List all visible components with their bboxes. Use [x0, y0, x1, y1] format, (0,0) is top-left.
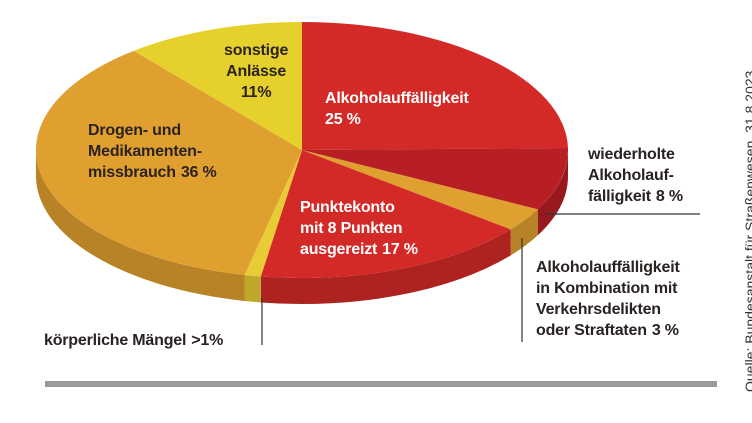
value-label: 8 %	[655, 188, 683, 205]
slice-label: körperliche Mängel >1%	[44, 330, 223, 351]
slice-label: Alkoholauffälligkeit in Kombination mit …	[536, 257, 680, 341]
category-label: Punktekonto mit 8 Punkten ausgereizt	[300, 199, 403, 258]
value-label: 25 %	[325, 111, 361, 128]
slice-label: Punktekonto mit 8 Punkten ausgereizt 17 %	[300, 197, 418, 260]
slice-label: wiederholte Alkoholauf- fälligkeit 8 %	[588, 144, 683, 207]
slice-side	[260, 229, 511, 304]
category-label: körperliche Mängel	[44, 332, 187, 349]
value-label: 3 %	[651, 322, 679, 339]
slice	[36, 50, 302, 275]
footer-bar	[45, 381, 717, 387]
value-label: >1%	[191, 332, 224, 349]
source-note: Quelle: Bundesanstalt für Straßenwesen, …	[742, 70, 752, 392]
category-label: wiederholte Alkoholauf- fälligkeit	[588, 146, 675, 205]
value-label: 11%	[240, 84, 272, 101]
slice	[302, 148, 568, 210]
pie	[36, 22, 568, 304]
slice-side	[244, 274, 261, 303]
category-label: Alkoholauffälligkeit in Kombination mit …	[536, 259, 680, 339]
slice	[133, 22, 302, 150]
value-label: 17 %	[382, 241, 418, 258]
slice	[302, 150, 538, 230]
category-label: sonstige Anlässe	[224, 42, 289, 80]
slice-side	[510, 209, 538, 256]
value-label: 36 %	[180, 164, 217, 181]
slice	[260, 150, 511, 279]
slice	[302, 22, 568, 150]
slice	[244, 150, 302, 277]
category-label: Alkoholauffälligkeit	[325, 90, 469, 107]
slice-label: Alkoholauffälligkeit 25 %	[325, 88, 469, 130]
category-label: Drogen- und Medikamenten- missbrauch	[88, 122, 202, 181]
slice-side	[36, 150, 245, 301]
slice-label: sonstige Anlässe 11%	[224, 40, 288, 103]
slice-label: Drogen- und Medikamenten- missbrauch 36 %	[88, 120, 217, 183]
